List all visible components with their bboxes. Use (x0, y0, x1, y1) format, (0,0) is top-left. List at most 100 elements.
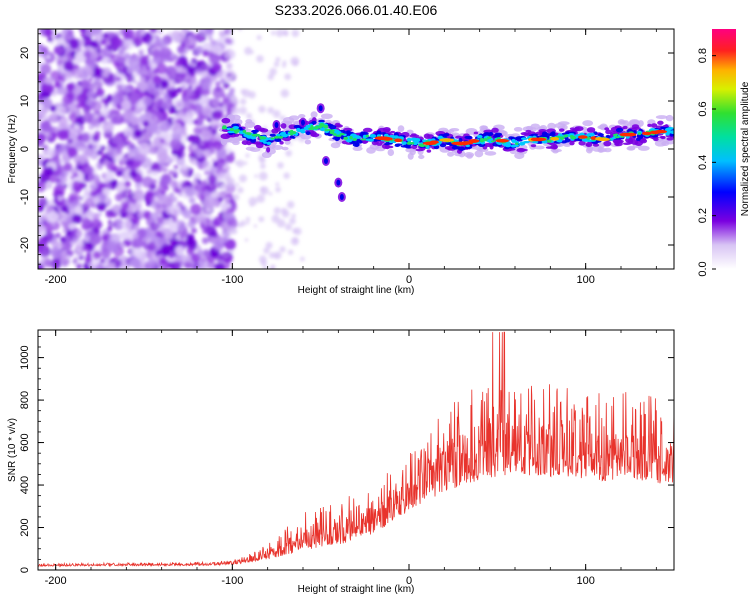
noise-blob (107, 58, 112, 64)
track-band (550, 131, 556, 136)
noise-blob (285, 149, 293, 157)
noise-blob (78, 154, 88, 164)
noise-blob (114, 61, 120, 68)
noise-blob (45, 205, 55, 216)
noise-blob (175, 234, 181, 240)
spectrogram-signal-track (218, 103, 674, 202)
track-core (369, 134, 377, 138)
noise-blob (39, 63, 52, 75)
noise-blob (273, 207, 281, 215)
noise-blob (201, 105, 213, 117)
noise-blob (138, 75, 146, 84)
track-halo (480, 125, 489, 130)
track-feature-core (301, 119, 305, 126)
noise-blob (97, 164, 103, 170)
noise-blob (96, 201, 107, 212)
noise-blob (246, 221, 250, 225)
noise-blob (59, 80, 66, 87)
track-outer (639, 138, 648, 144)
track-outer (666, 137, 674, 141)
colorbar: 0.0 0.2 0.4 0.6 0.8 Normalized spectral ampl… (697, 29, 750, 277)
noise-blob (98, 115, 106, 123)
noise-blob (38, 159, 44, 167)
noise-blob (275, 186, 281, 193)
noise-blob (70, 175, 75, 181)
track-hotspot (550, 137, 560, 141)
noise-blob (134, 262, 142, 269)
track-band (400, 145, 409, 148)
noise-blob (128, 92, 141, 104)
noise-blob (237, 186, 244, 194)
track-peak (273, 135, 280, 139)
track-hotspot (530, 137, 542, 142)
noise-blob (169, 192, 175, 198)
noise-blob (178, 157, 183, 163)
noise-blob (142, 96, 153, 107)
track-hotspot (642, 131, 652, 136)
noise-blob (232, 193, 240, 201)
noise-blob (283, 172, 290, 179)
track-peak (335, 134, 342, 137)
track-halo (449, 127, 460, 132)
track-outer (558, 128, 565, 132)
spectrogram-y-axis-label: Frequency (Hz) (7, 115, 18, 184)
noise-blob (222, 236, 229, 243)
noise-blob (159, 38, 169, 48)
track-outer (279, 140, 284, 145)
track-halo (310, 111, 318, 118)
noise-blob (263, 247, 270, 254)
noise-blob (269, 67, 277, 76)
noise-blob (112, 204, 122, 213)
noise-blob (151, 105, 159, 113)
noise-blob (147, 60, 156, 69)
noise-blob (68, 113, 78, 123)
noise-blob (119, 266, 124, 269)
track-core (401, 141, 407, 145)
noise-blob (225, 62, 233, 70)
noise-blob (78, 255, 83, 261)
noise-blob (300, 256, 305, 262)
noise-blob (201, 257, 206, 263)
noise-blob (171, 131, 182, 142)
noise-blob (192, 119, 198, 125)
noise-blob (180, 43, 186, 49)
noise-blob (116, 76, 121, 82)
track-core (300, 130, 306, 134)
track-core (406, 137, 412, 142)
noise-blob (215, 81, 221, 87)
noise-blob (213, 239, 225, 251)
noise-blob (195, 216, 203, 225)
noise-blob (46, 147, 56, 158)
noise-blob (90, 29, 103, 36)
track-peak (339, 133, 345, 136)
noise-blob (94, 123, 101, 130)
noise-blob (205, 225, 217, 237)
track-peak (253, 133, 260, 137)
noise-blob (222, 81, 230, 89)
noise-blob (146, 201, 151, 207)
noise-blob (220, 221, 229, 230)
noise-blob (212, 44, 223, 55)
noise-blob (147, 257, 157, 267)
noise-blob (67, 55, 72, 60)
track-peak (308, 127, 313, 130)
colorbar-tick-label: 0.4 (697, 155, 709, 170)
noise-blob (112, 37, 123, 49)
spectrogram-y-tick-label: 10 (19, 95, 31, 107)
noise-blob (192, 180, 199, 186)
noise-blob (140, 69, 145, 75)
track-peak (234, 130, 238, 134)
noise-blob (194, 45, 204, 55)
noise-blob (186, 135, 193, 142)
noise-blob (157, 151, 169, 164)
track-outer (420, 147, 426, 151)
noise-blob (102, 159, 110, 167)
noise-blob (203, 189, 211, 197)
noise-blob (291, 29, 300, 38)
track-band (483, 132, 491, 137)
noise-blob (215, 262, 225, 269)
track-peak (614, 136, 620, 139)
noise-blob (126, 158, 134, 166)
track-band (615, 127, 624, 133)
colorbar-tick-label: 0.6 (697, 101, 709, 116)
